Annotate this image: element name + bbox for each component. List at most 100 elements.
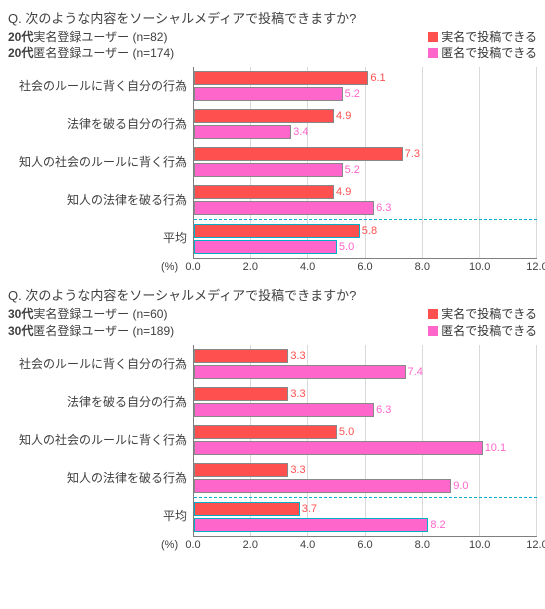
category-label: 法律を破る自分の行為 [8,383,193,421]
legend-anon: 匿名で投稿できる [428,323,537,339]
category-label: 社会のルールに背く自分の行為 [8,345,193,383]
category-label: 知人の社会のルールに背く行為 [8,421,193,459]
bar-value-real: 3.3 [290,464,305,476]
x-tick: 6.0 [357,539,372,551]
bar-anon: 6.3 [194,201,374,215]
legend-anon-label: 匿名で投稿できる [441,323,537,339]
chart-block: Q. 次のような内容をソーシャルメディアで投稿できますか? 30代実名登録ユーザー… [8,285,537,552]
bar-group: 4.9 6.3 [194,181,537,219]
legend-real-label: 実名で投稿できる [441,29,537,45]
meta-anon: 30代匿名登録ユーザー (n=189) [8,323,174,339]
category-label: 社会のルールに背く自分の行為 [8,67,193,105]
bar-value-anon: 8.2 [430,519,445,531]
bar-real: 4.9 [194,185,334,199]
bar-value-real: 3.7 [302,503,317,515]
bar-real: 3.7 [194,502,300,516]
y-axis-labels: 社会のルールに背く自分の行為法律を破る自分の行為知人の社会のルールに背く行為知人… [8,345,193,537]
bar-anon: 5.0 [194,240,337,254]
bar-group-average: 5.8 5.0 [194,219,537,258]
bar-value-anon: 3.4 [293,126,308,138]
category-label: 知人の社会のルールに背く行為 [8,143,193,181]
bar-anon: 6.3 [194,403,374,417]
category-label: 法律を破る自分の行為 [8,105,193,143]
meta-row: 30代実名登録ユーザー (n=60) 実名で投稿できる [8,306,537,322]
legend-anon: 匿名で投稿できる [428,45,537,61]
x-tick: 12.0 [526,539,545,551]
bar-value-real: 7.3 [405,148,420,160]
meta-row: 30代匿名登録ユーザー (n=189) 匿名で投稿できる [8,323,537,339]
x-tick: 2.0 [243,261,258,273]
x-tick: 6.0 [357,261,372,273]
x-tick: 2.0 [243,539,258,551]
meta-anon: 20代匿名登録ユーザー (n=174) [8,45,174,61]
legend-anon-label: 匿名で投稿できる [441,45,537,61]
bar-value-anon: 5.0 [339,241,354,253]
question-text: Q. 次のような内容をソーシャルメディアで投稿できますか? [8,8,537,27]
meta-real: 30代実名登録ユーザー (n=60) [8,306,167,322]
bar-anon: 9.0 [194,479,451,493]
plot-row: 社会のルールに背く自分の行為法律を破る自分の行為知人の社会のルールに背く行為知人… [8,67,537,259]
x-tick: 8.0 [415,261,430,273]
x-tick: 10.0 [469,261,490,273]
bar-group-average: 3.7 8.2 [194,497,537,536]
plot-area: 6.15.24.93.47.35.24.96.35.85.0 [193,67,537,259]
bar-real: 7.3 [194,147,403,161]
x-axis-ticks: 0.02.04.06.08.010.012.0 [193,537,537,553]
meta-row: 20代実名登録ユーザー (n=82) 実名で投稿できる [8,29,537,45]
question-text: Q. 次のような内容をソーシャルメディアで投稿できますか? [8,285,537,304]
x-axis: (%)0.02.04.06.08.010.012.0 [193,537,537,553]
bar-real: 3.3 [194,387,288,401]
bar-group: 3.3 9.0 [194,459,537,497]
category-label: 知人の法律を破る行為 [8,459,193,497]
category-label-average: 平均 [8,497,193,535]
legend-real-label: 実名で投稿できる [441,306,537,322]
x-tick: 8.0 [415,539,430,551]
swatch-anon-icon [428,326,438,336]
legend-real: 実名で投稿できる [428,29,537,45]
bars-container: 3.3 7.4 3.3 6.3 5.0 10.1 3.3 9.0 3.7 8.2 [194,345,537,536]
bar-real: 3.3 [194,349,288,363]
bar-group: 4.93.4 [194,105,537,143]
bars-container: 6.15.24.93.47.35.24.96.35.85.0 [194,67,537,258]
bar-value-real: 4.9 [336,186,351,198]
bar-anon: 5.2 [194,87,343,101]
bar-real: 6.1 [194,71,368,85]
y-axis-labels: 社会のルールに背く自分の行為法律を破る自分の行為知人の社会のルールに背く行為知人… [8,67,193,259]
bar-anon: 8.2 [194,518,428,532]
bar-value-anon: 10.1 [485,442,506,454]
meta-real: 20代実名登録ユーザー (n=82) [8,29,167,45]
x-tick: 12.0 [526,261,545,273]
x-axis-unit: (%) [161,261,178,273]
bar-value-real: 3.3 [290,350,305,362]
x-tick: 10.0 [469,539,490,551]
plot-area: 3.3 7.4 3.3 6.3 5.0 10.1 3.3 9.0 3.7 8.2 [193,345,537,537]
legend-real: 実名で投稿できる [428,306,537,322]
bar-group: 7.3 5.2 [194,143,537,181]
x-axis-unit: (%) [161,539,178,551]
x-tick: 4.0 [300,261,315,273]
bar-value-anon: 5.2 [345,164,360,176]
swatch-real-icon [428,309,438,319]
category-label-average: 平均 [8,219,193,257]
x-tick: 0.0 [185,261,200,273]
chart-block: Q. 次のような内容をソーシャルメディアで投稿できますか? 20代実名登録ユーザー… [8,8,537,275]
bar-value-anon: 5.2 [345,88,360,100]
bar-anon: 7.4 [194,365,406,379]
bar-value-anon: 7.4 [408,366,423,378]
x-axis-ticks: 0.02.04.06.08.010.012.0 [193,259,537,275]
bar-group: 5.0 10.1 [194,421,537,459]
bar-anon: 10.1 [194,441,483,455]
swatch-anon-icon [428,48,438,58]
bar-real: 3.3 [194,463,288,477]
x-tick: 0.0 [185,539,200,551]
x-axis: (%)0.02.04.06.08.010.012.0 [193,259,537,275]
bar-value-anon: 9.0 [453,480,468,492]
swatch-real-icon [428,32,438,42]
x-tick: 4.0 [300,539,315,551]
meta-row: 20代匿名登録ユーザー (n=174) 匿名で投稿できる [8,45,537,61]
plot-row: 社会のルールに背く自分の行為法律を破る自分の行為知人の社会のルールに背く行為知人… [8,345,537,537]
bar-real: 5.0 [194,425,337,439]
category-label: 知人の法律を破る行為 [8,181,193,219]
bar-anon: 5.2 [194,163,343,177]
bar-value-real: 5.8 [362,225,377,237]
